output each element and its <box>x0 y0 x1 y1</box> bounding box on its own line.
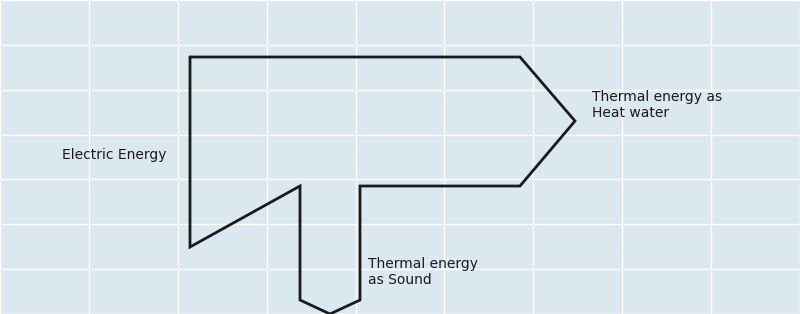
Text: Thermal energy
as Sound: Thermal energy as Sound <box>368 257 478 287</box>
Text: Thermal energy as
Heat water: Thermal energy as Heat water <box>592 90 722 120</box>
Text: Electric Energy: Electric Energy <box>62 148 166 162</box>
